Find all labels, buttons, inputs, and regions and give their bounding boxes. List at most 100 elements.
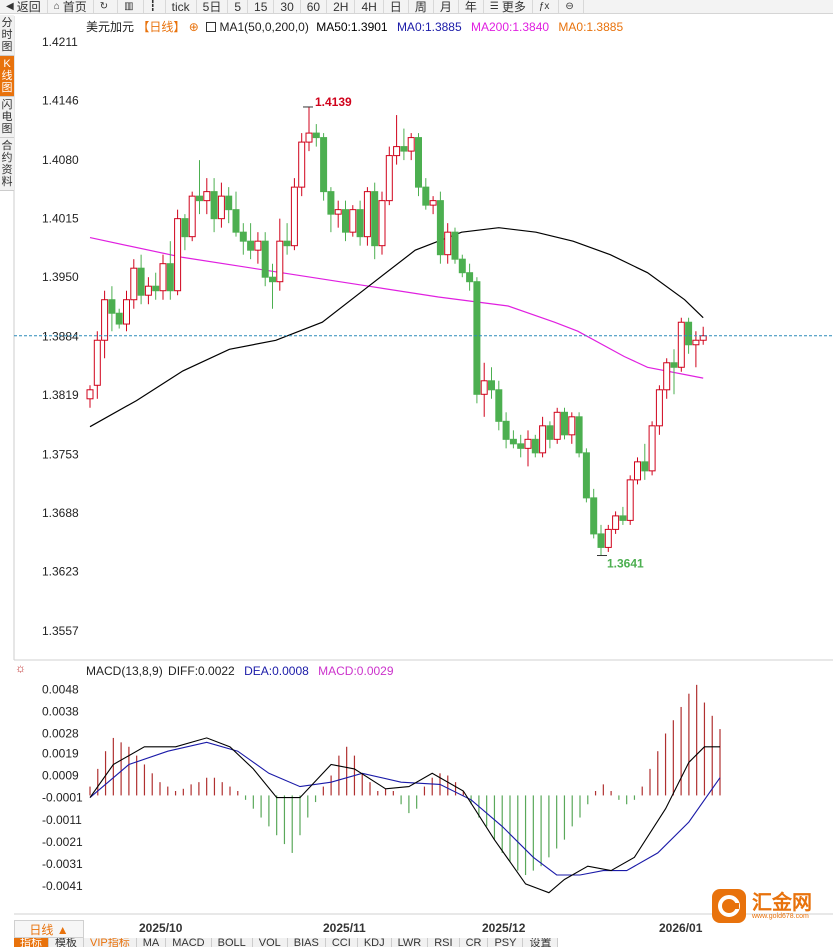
logo-subtext: www.gold678.com [752, 912, 809, 920]
refresh-icon: ↻ [99, 0, 109, 12]
candle [626, 475, 634, 525]
macd-tick-label: 0.0009 [42, 769, 79, 783]
price-tick-label: 1.3688 [42, 506, 79, 520]
indicator-tab-12[interactable]: CR [459, 938, 489, 947]
toolbar-item-label: 5 [234, 0, 242, 14]
indicator-tab-7[interactable]: BIAS [287, 938, 326, 947]
indicator-tab-1[interactable]: 模板 [49, 938, 84, 947]
indicator-tab-13[interactable]: PSY [488, 938, 524, 947]
indicator-tab-4[interactable]: MACD [166, 938, 212, 947]
indicator-tab-10[interactable]: LWR [391, 938, 429, 947]
toolbar-item-label: 5日 [202, 0, 222, 14]
toolbar-item-label-10[interactable]: 60 [301, 0, 328, 14]
indicator-tab-9[interactable]: KDJ [357, 938, 392, 947]
candle [210, 178, 218, 233]
toolbar-item-label-14[interactable]: 周 [409, 0, 434, 13]
candle [254, 232, 262, 264]
toolbar-item-label-9[interactable]: 30 [274, 0, 301, 13]
candle [276, 218, 284, 291]
ma-indicator-name: MA1(50,0,200,0) [219, 20, 309, 34]
toolbar-item-fx-icon[interactable]: ƒx [533, 0, 560, 13]
logo-text: 汇金网 [752, 891, 812, 914]
toolbar-item-label: 15 [254, 0, 268, 14]
price-tick-label: 1.4211 [42, 35, 78, 49]
toolbar-item-zoom-out-icon[interactable]: ⊖ [559, 0, 584, 13]
indicator-tabs: 指标 模板 VIP指标 MA MACD BOLL VOL BIAS CCI KDJ LWR RSI CR… [14, 938, 559, 947]
candle [385, 146, 393, 206]
indicator-tab-8[interactable]: CCI [325, 938, 358, 947]
indicator-tab-2[interactable]: VIP指标 [84, 938, 137, 947]
period-select-button[interactable]: 日线 ▲ [14, 920, 84, 938]
back-arrow-icon: ◀ [6, 0, 14, 12]
candle [247, 223, 255, 260]
macd-tick-label: 0.0019 [42, 746, 79, 760]
candle [634, 457, 641, 485]
toolbar-item-label-12[interactable]: 4H [355, 0, 384, 13]
ma-setting-icon[interactable] [206, 22, 217, 32]
toolbar-item-label: 60 [306, 0, 321, 14]
sidebar-tab-2[interactable]: 闪电图 [0, 97, 14, 138]
settings-icon[interactable]: ⊕ [188, 20, 199, 34]
macd-diff-value: DIFF:0.0022 [168, 664, 235, 678]
candle [619, 506, 627, 525]
ma0-value-a: MA0:1.3885 [396, 20, 462, 34]
indicator-tab-3[interactable]: MA [136, 938, 167, 947]
candle [546, 421, 554, 449]
candlestick-icon: ┇ [149, 0, 156, 12]
indicator-tab-14[interactable]: 设置 [523, 938, 559, 947]
toolbar-item-label-11[interactable]: 2H [327, 0, 356, 13]
price-tick-label: 1.4146 [42, 94, 79, 108]
macd-tick-label: -0.0001 [42, 791, 83, 805]
candle [509, 430, 517, 449]
price-tick-label: 1.4080 [42, 153, 79, 167]
candle [641, 443, 649, 480]
candle [473, 277, 481, 404]
toolbar-item-refresh-icon[interactable]: ↻ [94, 0, 119, 13]
toolbar-item-label-8[interactable]: 15 [248, 0, 275, 14]
candle [415, 133, 422, 197]
toolbar-item-label-7[interactable]: 5 [228, 0, 249, 14]
toolbar-item-label-16[interactable]: 年 [459, 0, 484, 13]
sidebar-tab-3[interactable]: 合约资料 [0, 138, 14, 191]
toolbar-item-label-15[interactable]: 月 [434, 0, 459, 13]
price-legend: 美元加元 【日线】 ⊕ MA1(50,0,200,0) MA50:1.3901 … [86, 18, 623, 35]
candle [371, 182, 379, 260]
toolbar-item-bar-chart-icon[interactable]: ▥ [118, 0, 144, 13]
toolbar-item-label: 日 [389, 0, 402, 14]
high-low-labels: 1.4139 1.3641 [303, 95, 644, 571]
indicator-tab-6[interactable]: VOL [252, 938, 288, 947]
candle [488, 367, 495, 399]
price-y-axis: 1.4211 1.4146 1.4080 1.4015 1.3950 1.3884 1.38… [42, 35, 79, 638]
toolbar-item-label-17[interactable]: ☰ 更多 [484, 0, 533, 13]
candle [648, 421, 656, 476]
macd-name: MACD(13,8,9) [86, 664, 163, 678]
candle [86, 385, 94, 408]
candle [305, 106, 313, 152]
sidebar-tab-0[interactable]: 分时图 [0, 15, 14, 56]
candle [393, 115, 401, 165]
price-tick-label: 1.3819 [42, 388, 79, 402]
indicator-tab-5[interactable]: BOLL [211, 938, 253, 947]
candle [261, 232, 269, 287]
indicator-tab-0[interactable]: 指标 [14, 938, 49, 947]
macd-settings-icon[interactable]: ☼ [15, 661, 26, 675]
toolbar-item-label-13[interactable]: 日 [384, 0, 409, 14]
macd-y-axis: 0.0048 0.0038 0.0028 0.0019 0.0009 -0.0001 -0.… [42, 682, 83, 893]
toolbar-item-label-5[interactable]: tick [166, 0, 197, 13]
toolbar-item-label-1[interactable]: ⌂ 首页 [48, 0, 94, 13]
candle [130, 259, 138, 309]
macd-histogram [89, 684, 721, 876]
candle [685, 317, 693, 354]
toolbar-item-candlestick-icon[interactable]: ┇ [144, 0, 166, 13]
candle [575, 412, 583, 458]
price-tick-label: 1.3753 [42, 448, 79, 462]
candle [480, 362, 488, 417]
candle [93, 331, 101, 399]
price-tick-label: 1.4015 [42, 212, 79, 226]
toolbar-item-label-6[interactable]: 5日 [197, 0, 229, 14]
candle [422, 178, 430, 210]
indicator-tab-11[interactable]: RSI [428, 938, 460, 947]
toolbar-item-label-0[interactable]: ◀ 返回 [0, 0, 48, 13]
